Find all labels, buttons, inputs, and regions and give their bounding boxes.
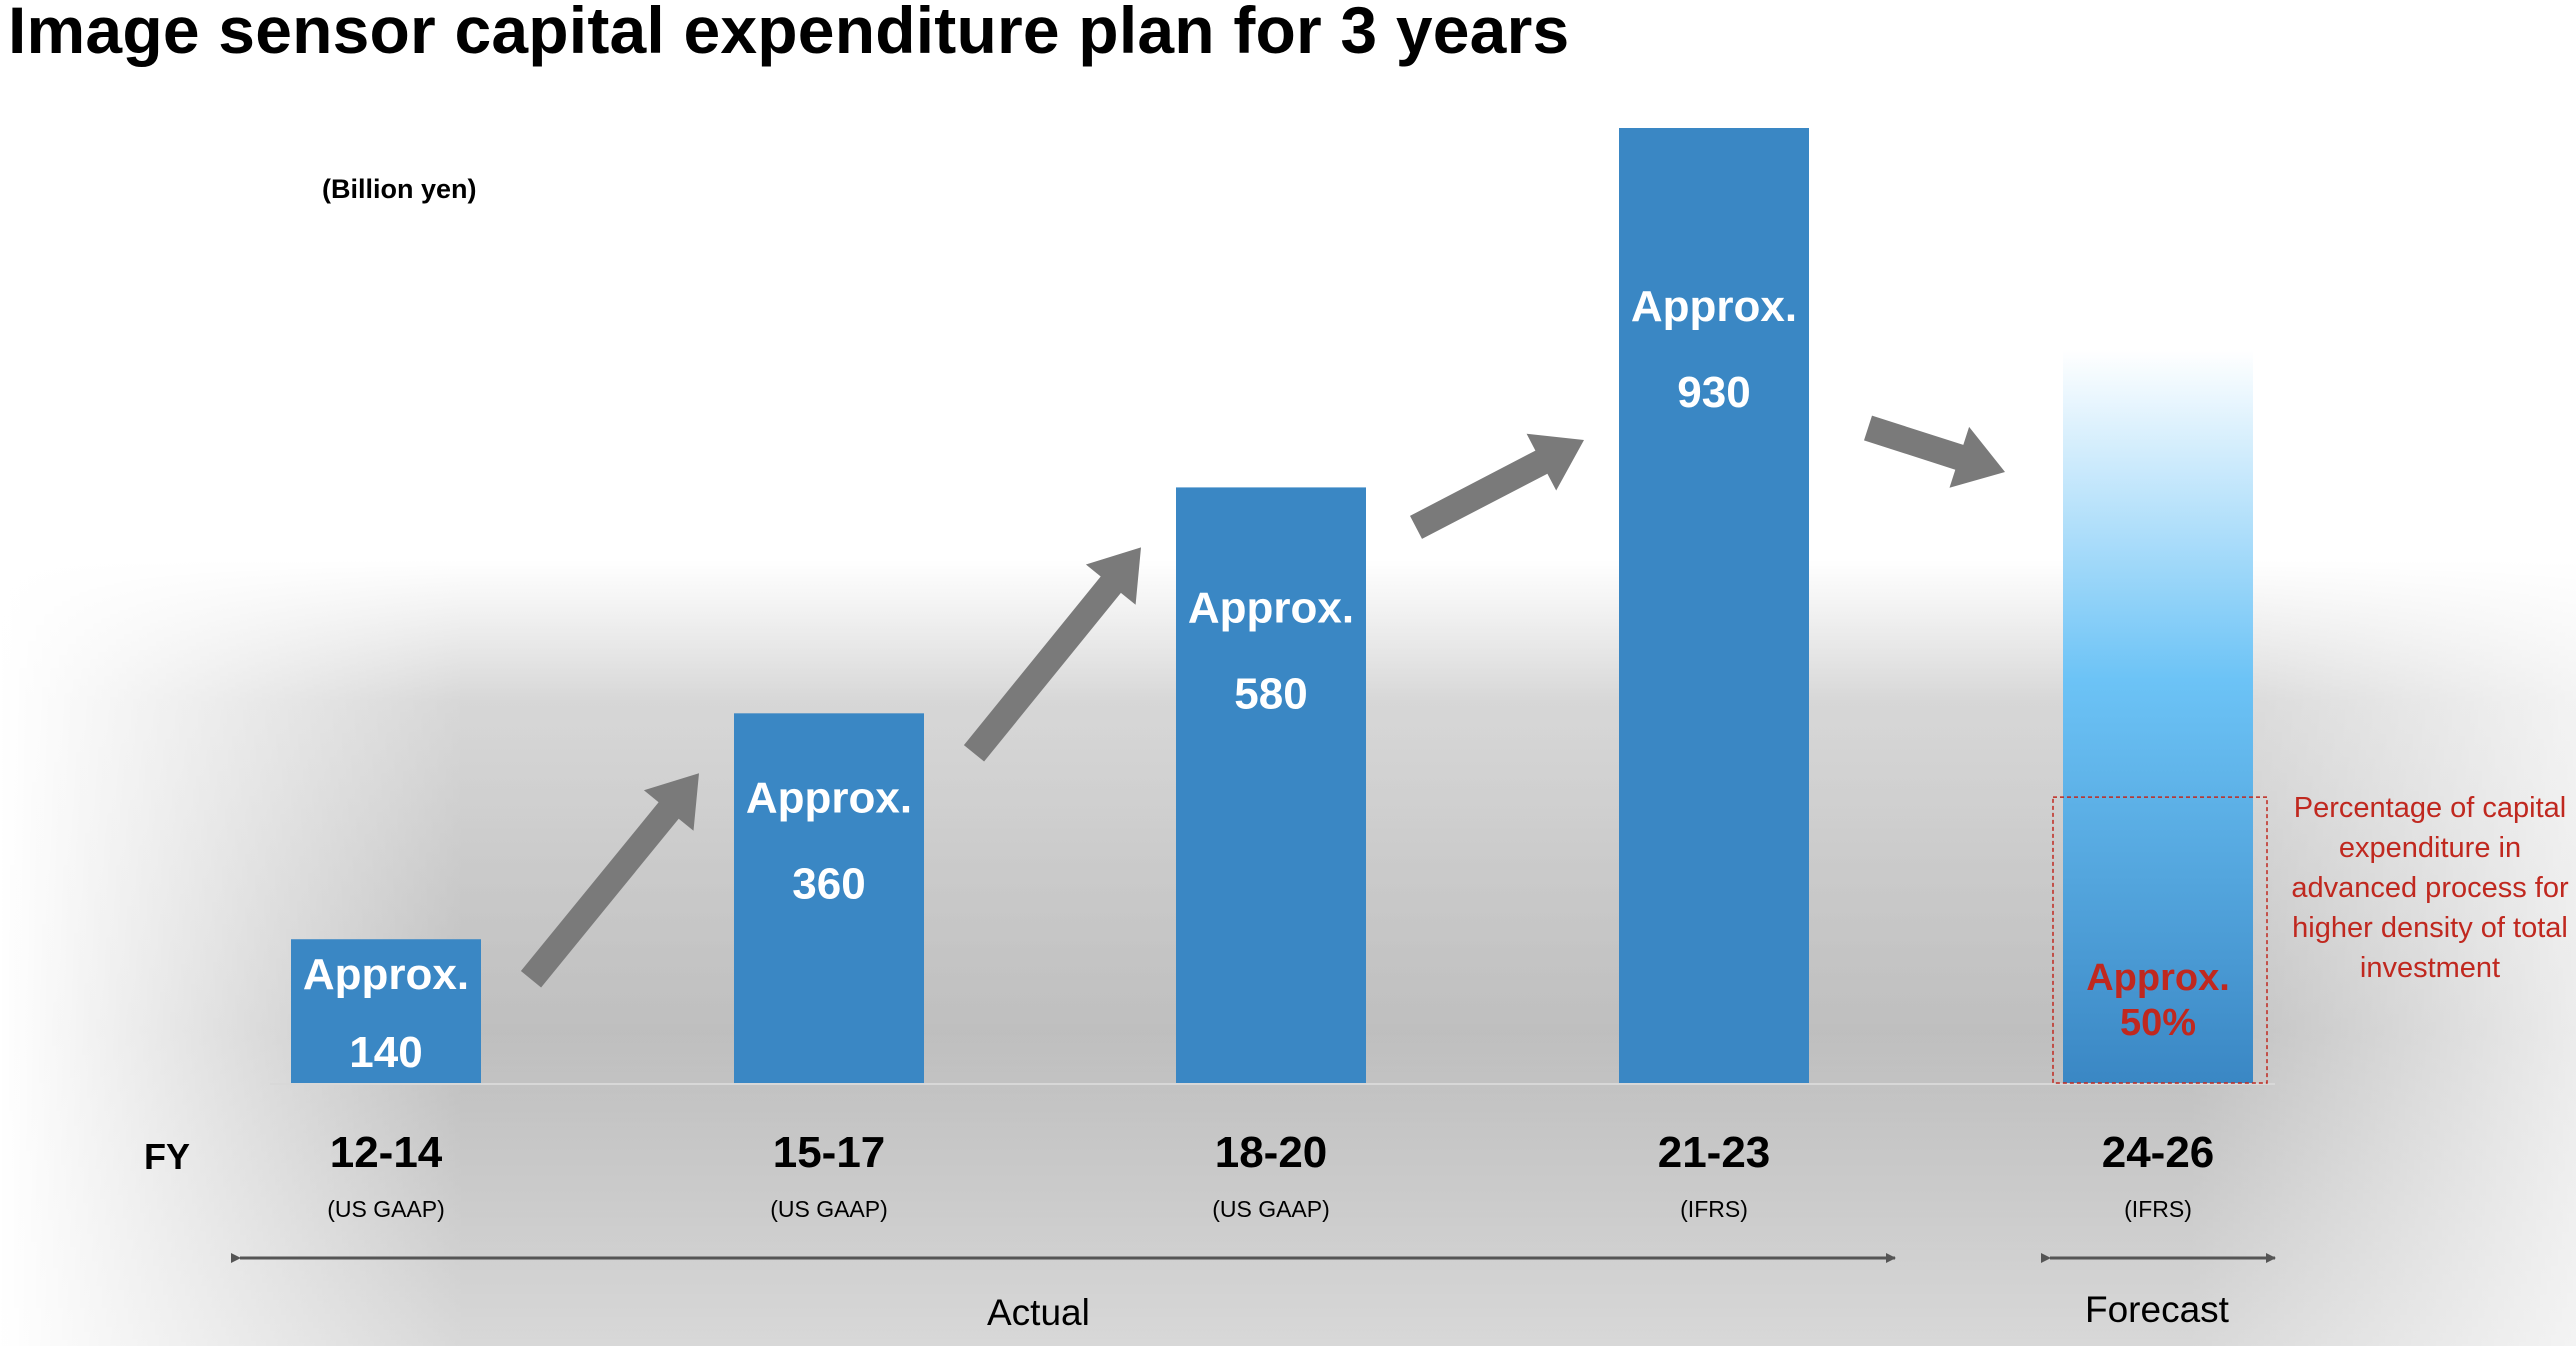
trend-arrow-1: [520, 773, 699, 988]
page-title: Image sensor capital expenditure plan fo…: [8, 0, 1570, 67]
bar-18-20: [1176, 487, 1366, 1084]
bar-value-label-21-23: 930: [1677, 368, 1750, 417]
bar-12-14: [291, 939, 481, 1083]
category-label-18-20: 18-20: [1215, 1128, 1328, 1177]
category-sublabel-24-26: (IFRS): [2124, 1196, 2192, 1222]
forecast-share-prefix: Approx.: [2086, 957, 2230, 999]
bar-label-prefix-15-17: Approx.: [746, 773, 912, 822]
bar-forecast-24-26: [2063, 350, 2253, 1083]
bar-15-17: [734, 713, 924, 1083]
fy-label: FY: [144, 1136, 191, 1177]
category-sublabel-12-14: (US GAAP): [327, 1196, 445, 1222]
trend-arrow-2: [963, 547, 1141, 762]
category-sublabel-15-17: (US GAAP): [770, 1196, 888, 1222]
forecast-share-box: [2052, 796, 2268, 1084]
category-label-21-23: 21-23: [1658, 1128, 1771, 1177]
trend-arrow-4: [1864, 415, 2005, 488]
forecast-label: Forecast: [2085, 1289, 2229, 1330]
category-label-24-26: 24-26: [2102, 1128, 2215, 1177]
trend-arrow-3: [1410, 433, 1584, 539]
forecast-share-value: 50%: [2120, 1002, 2196, 1044]
category-sublabel-21-23: (IFRS): [1680, 1196, 1748, 1222]
bar-value-label-18-20: 580: [1234, 670, 1307, 719]
bar-label-prefix-18-20: Approx.: [1188, 584, 1354, 633]
bar-21-23: [1619, 128, 1809, 1083]
unit-label: (Billion yen): [322, 174, 477, 204]
category-label-15-17: 15-17: [773, 1128, 886, 1177]
category-label-12-14: 12-14: [330, 1128, 443, 1177]
bar-value-label-12-14: 140: [349, 1028, 422, 1077]
category-sublabel-18-20: (US GAAP): [1212, 1196, 1330, 1222]
bar-value-label-15-17: 360: [792, 859, 865, 908]
bar-label-prefix-12-14: Approx.: [303, 950, 469, 999]
investment-share-note: Percentage of capital expenditure in adv…: [2291, 792, 2569, 984]
actual-label: Actual: [987, 1292, 1090, 1333]
bar-label-prefix-21-23: Approx.: [1631, 282, 1797, 331]
